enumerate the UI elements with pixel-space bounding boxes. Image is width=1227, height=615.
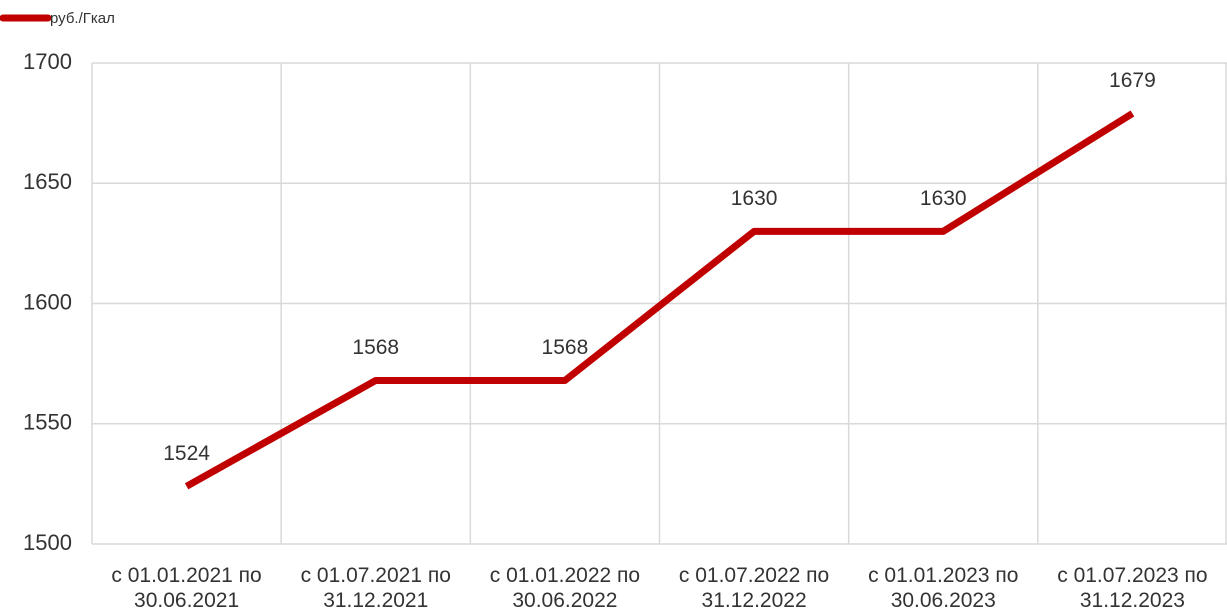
x-tick-label: с 01.01.2022 по 30.06.2022 [489,564,641,612]
line [184,110,1135,490]
legend-label: руб./Гкал [50,10,115,27]
x-tick-label: с 01.07.2022 по 31.12.2022 [678,564,830,612]
data-label: 1568 [352,336,399,359]
data-label: 1679 [1109,69,1156,92]
x-tick-label: с 01.07.2021 по 31.12.2021 [300,564,451,612]
y-tick-label: 1600 [23,289,72,314]
x-tick-label: с 01.07.2023 по 31.12.2023 [1057,564,1208,612]
data-label: 1568 [542,336,589,359]
data-label: 1630 [731,187,778,210]
x-tick-label: с 01.01.2021 по 30.06.2021 [111,564,262,612]
x-tick-label: с 01.01.2023 по 30.06.2023 [868,564,1019,612]
data-label: 1630 [920,187,967,210]
data-label: 1524 [163,442,210,465]
y-tick-label: 1650 [23,169,72,194]
y-tick-label: 1550 [23,410,72,435]
y-tick-label: 1500 [23,530,72,555]
y-tick-label: 1700 [23,49,72,74]
